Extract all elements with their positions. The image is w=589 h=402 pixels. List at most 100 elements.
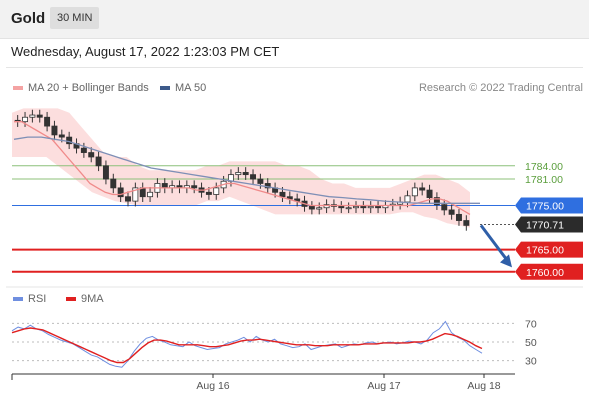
legend-rsi: RSI xyxy=(13,293,46,305)
rsi-series-9MA xyxy=(11,327,483,364)
forecast-arrow-head xyxy=(500,254,512,268)
legend-9ma: 9MA xyxy=(66,293,104,305)
candle xyxy=(448,204,455,220)
symbol-title: Gold xyxy=(11,10,46,27)
legend-swatch-9ma xyxy=(66,297,76,301)
level-tag-text: 1765.00 xyxy=(526,245,564,257)
legend-label-ma50: MA 50 xyxy=(175,82,207,94)
ma20-line xyxy=(14,121,471,215)
candle-body xyxy=(95,156,102,167)
legend-label-9ma: 9MA xyxy=(81,293,104,305)
candle-body xyxy=(242,172,249,176)
legend-label-ma20: MA 20 + Bollinger Bands xyxy=(28,82,149,94)
legend-swatch-rsi xyxy=(13,297,23,301)
candle xyxy=(235,167,242,180)
x-tick-label-Aug-18: Aug 18 xyxy=(467,380,500,392)
candle xyxy=(22,111,29,127)
candle xyxy=(110,173,117,194)
candle xyxy=(66,131,73,150)
candle xyxy=(95,151,102,172)
research-credit: Research © 2022 Trading Central xyxy=(418,82,583,94)
legend-ma20-bollinger: MA 20 + Bollinger Bands xyxy=(13,82,149,94)
candle-body xyxy=(426,189,433,198)
candle xyxy=(367,201,374,214)
candle-body xyxy=(308,206,315,210)
candle xyxy=(80,142,87,158)
candle xyxy=(36,109,43,123)
candle-body xyxy=(419,187,426,191)
candle xyxy=(375,201,382,214)
candle xyxy=(419,182,426,196)
candle xyxy=(242,167,249,180)
forecast-arrow-shaft xyxy=(479,224,510,263)
legend-ma50: MA 50 xyxy=(160,82,206,94)
level-label-1784.00: 1784.00 xyxy=(525,161,563,173)
candle-body xyxy=(117,187,124,198)
last-price-tag: 1770.71 xyxy=(515,216,583,233)
x-tick-label-Aug-17: Aug 17 xyxy=(367,380,400,392)
candle xyxy=(316,202,323,215)
level-label-1781.00: 1781.00 xyxy=(525,174,563,186)
candle xyxy=(44,111,51,132)
candle xyxy=(132,182,139,207)
candle xyxy=(250,169,257,185)
level-tag-text: 1775.00 xyxy=(526,201,564,213)
candle-body xyxy=(29,114,36,118)
candle-body xyxy=(441,204,448,211)
candle xyxy=(125,191,131,207)
candle-body xyxy=(110,178,117,189)
candle-body xyxy=(147,191,154,198)
candle-body xyxy=(213,187,220,195)
level-tag-bg xyxy=(515,197,583,214)
rsi-tick-30: 30 xyxy=(525,356,537,368)
candle-body xyxy=(264,183,271,189)
level-tag-1775.00: 1775.00 xyxy=(515,197,583,214)
candle xyxy=(147,186,154,203)
candle-body xyxy=(360,206,367,209)
candle xyxy=(213,182,220,200)
bollinger-band xyxy=(12,108,470,228)
candle-body xyxy=(279,191,286,198)
candle-body xyxy=(88,152,95,158)
chart-datetime: Wednesday, August 17, 2022 1:23:03 PM CE… xyxy=(11,44,280,59)
timeframe-badge[interactable]: 30 MIN xyxy=(50,7,100,29)
level-tag-bg xyxy=(515,263,583,280)
candle xyxy=(308,201,315,215)
candle-body xyxy=(22,116,29,123)
chart-header: Gold 30 MIN xyxy=(0,0,589,39)
candle xyxy=(441,199,448,216)
candle-body xyxy=(205,191,212,195)
candle-body xyxy=(102,165,109,180)
legend-label-rsi: RSI xyxy=(28,293,47,305)
candle-body xyxy=(316,207,323,210)
candle-body xyxy=(367,206,374,209)
candle-body xyxy=(132,187,139,202)
candle-body xyxy=(345,207,352,210)
candle xyxy=(338,201,345,214)
candle-body xyxy=(191,185,198,189)
candle xyxy=(345,202,352,214)
candle-body xyxy=(51,125,58,136)
candle-body xyxy=(323,204,330,209)
legend-swatch-ma50 xyxy=(160,86,170,90)
candle-body xyxy=(375,206,382,209)
candle xyxy=(455,209,462,226)
candle xyxy=(353,201,359,214)
level-tag-text: 1760.00 xyxy=(526,267,564,279)
candle xyxy=(117,182,124,203)
rsi-tick-70: 70 xyxy=(525,318,537,330)
candle xyxy=(29,109,36,123)
level-tag-1760.00: 1760.00 xyxy=(515,263,583,280)
candle-body xyxy=(235,172,242,176)
candle-body xyxy=(250,174,257,180)
candle xyxy=(191,180,198,194)
candle xyxy=(323,199,330,214)
candle-body xyxy=(433,197,440,206)
candle-body xyxy=(448,209,455,215)
candle xyxy=(264,178,271,194)
candle-body xyxy=(411,187,418,197)
candle-body xyxy=(36,114,43,118)
candle-body xyxy=(58,134,65,138)
candle xyxy=(51,120,58,141)
